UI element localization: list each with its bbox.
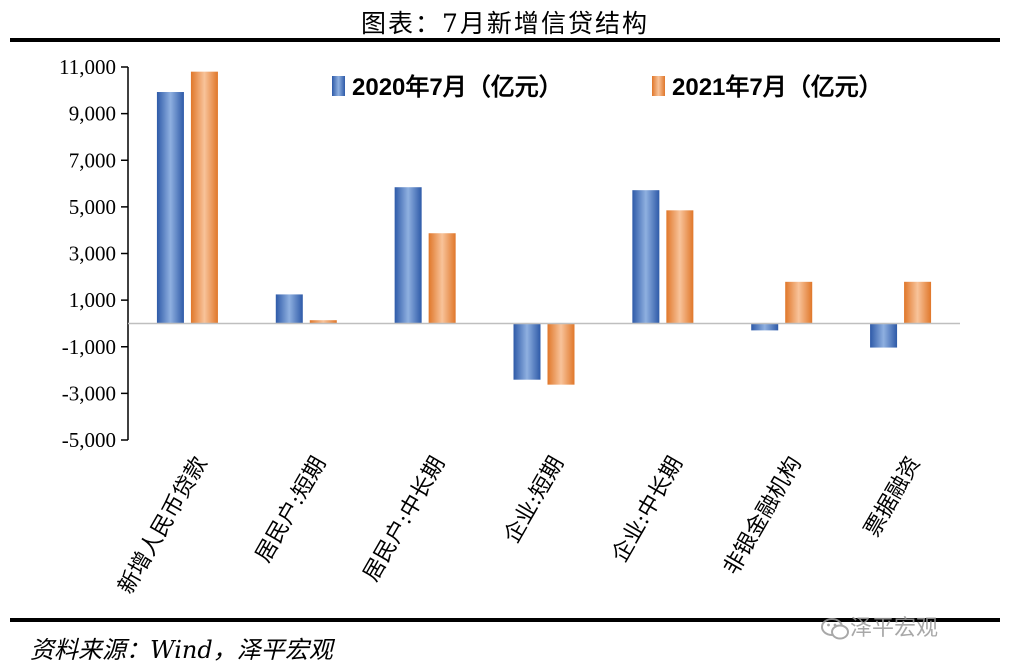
- bar-2020-2: [394, 187, 422, 324]
- x-category-label: 新增人民币贷款: [114, 453, 213, 599]
- bar-2020-4: [632, 190, 660, 324]
- legend-swatch-0: [332, 76, 345, 96]
- bar-2021-4: [666, 210, 694, 324]
- x-category-label: 企业:短期: [500, 453, 569, 548]
- y-tick-label: 3,000: [69, 242, 116, 266]
- y-tick-label: 9,000: [69, 102, 116, 126]
- watermark-text: 泽平宏观: [850, 616, 939, 641]
- legend: 2020年7月（亿元） 2021年7月（亿元）: [332, 73, 883, 101]
- watermark: 泽平宏观: [820, 610, 938, 642]
- wechat-icon: [821, 618, 849, 640]
- bar-2021-1: [309, 320, 337, 324]
- bar-2020-5: [751, 323, 779, 331]
- y-tick-label: 7,000: [69, 148, 116, 172]
- x-category-label: 票据融资: [860, 453, 926, 542]
- x-category-label: 企业:中长期: [608, 453, 688, 567]
- y-tick-label: -3,000: [62, 381, 116, 405]
- y-tick-label: -5,000: [62, 428, 116, 452]
- legend-label-1: 2021年7月（亿元）: [672, 73, 883, 101]
- source-note: 资料来源：Wind，泽平宏观: [30, 636, 333, 664]
- y-tick-label: 1,000: [69, 288, 116, 312]
- bottom-rule: [10, 618, 1000, 622]
- bar-2021-2: [428, 233, 456, 324]
- y-axis: 11,000 9,000 7,000 5,000 3,000 1,000 -1,000 -3,…: [59, 55, 129, 452]
- chart-title: 图表：7月新增信贷结构: [361, 9, 649, 38]
- bar-2020-0: [156, 92, 184, 324]
- bar-2020-6: [870, 323, 898, 348]
- x-category-label: 非银金融机构: [719, 453, 807, 580]
- y-tick-label: 11,000: [59, 55, 116, 79]
- bar-2021-0: [190, 71, 218, 324]
- x-category-label: 居民户:中长期: [359, 452, 450, 585]
- top-rule: [10, 38, 1000, 42]
- y-tick-label: -1,000: [62, 335, 116, 359]
- bar-2021-6: [904, 281, 932, 324]
- legend-swatch-1: [652, 76, 665, 96]
- bar-2021-5: [785, 281, 813, 324]
- x-category-label: 居民户:短期: [251, 453, 331, 567]
- bar-2020-3: [513, 323, 541, 380]
- bars: [156, 71, 932, 385]
- bar-2021-3: [547, 323, 575, 385]
- bar-2020-1: [275, 294, 303, 324]
- legend-label-0: 2020年7月（亿元）: [352, 73, 563, 101]
- bar-chart: 11,000 9,000 7,000 5,000 3,000 1,000 -1,000 -3,…: [59, 55, 960, 599]
- y-tick-label: 5,000: [69, 195, 116, 219]
